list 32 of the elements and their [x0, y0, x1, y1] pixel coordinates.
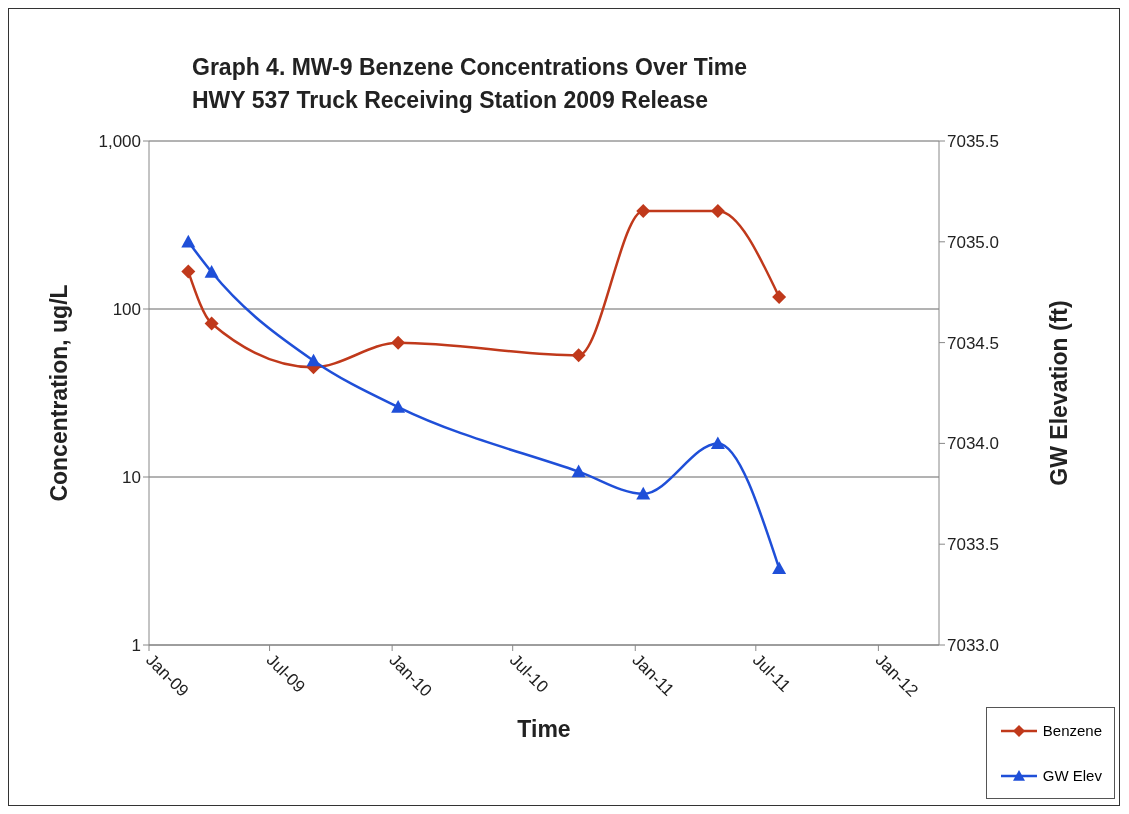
x-axis-title: Time: [517, 716, 571, 742]
y2-tick-label: 7035.0: [947, 232, 999, 252]
point: [181, 264, 196, 279]
legend-label: GW Elev: [1042, 767, 1102, 784]
y2-tick-label: 7035.5: [947, 132, 999, 152]
y2-axis-title: GW Elevation (ft): [1046, 300, 1073, 486]
chart-title: Graph 4. MW-9 Benzene Concentrations Over Time: [192, 53, 748, 82]
y-tick-label: 10: [122, 468, 141, 488]
y-tick-label: 1: [131, 636, 141, 656]
point: [571, 464, 586, 478]
point: [391, 400, 406, 413]
point: [571, 348, 586, 363]
point: [772, 289, 787, 304]
point: [710, 436, 725, 449]
y2-tick-label: 7033.5: [947, 535, 999, 555]
legend-label: Benzene: [1042, 722, 1102, 739]
y-axis-title: Concentration, ug/L: [46, 284, 73, 502]
point: [306, 353, 321, 367]
y-tick-label: 100: [112, 300, 141, 320]
y2-tick-label: 7034.0: [947, 434, 999, 454]
y2-tick-label: 7034.5: [947, 333, 999, 353]
point: [636, 486, 651, 500]
y-tick-label: 1,000: [98, 132, 141, 152]
point: [181, 234, 196, 248]
point: [204, 265, 219, 278]
point: [391, 335, 406, 350]
point: [636, 204, 651, 219]
y2-tick-label: 7033.0: [947, 636, 999, 656]
chart-subtitle: HWY 537 Truck Receiving Station 2009 Release: [192, 86, 710, 115]
point: [772, 561, 787, 574]
point: [710, 204, 725, 219]
point: [204, 316, 219, 331]
